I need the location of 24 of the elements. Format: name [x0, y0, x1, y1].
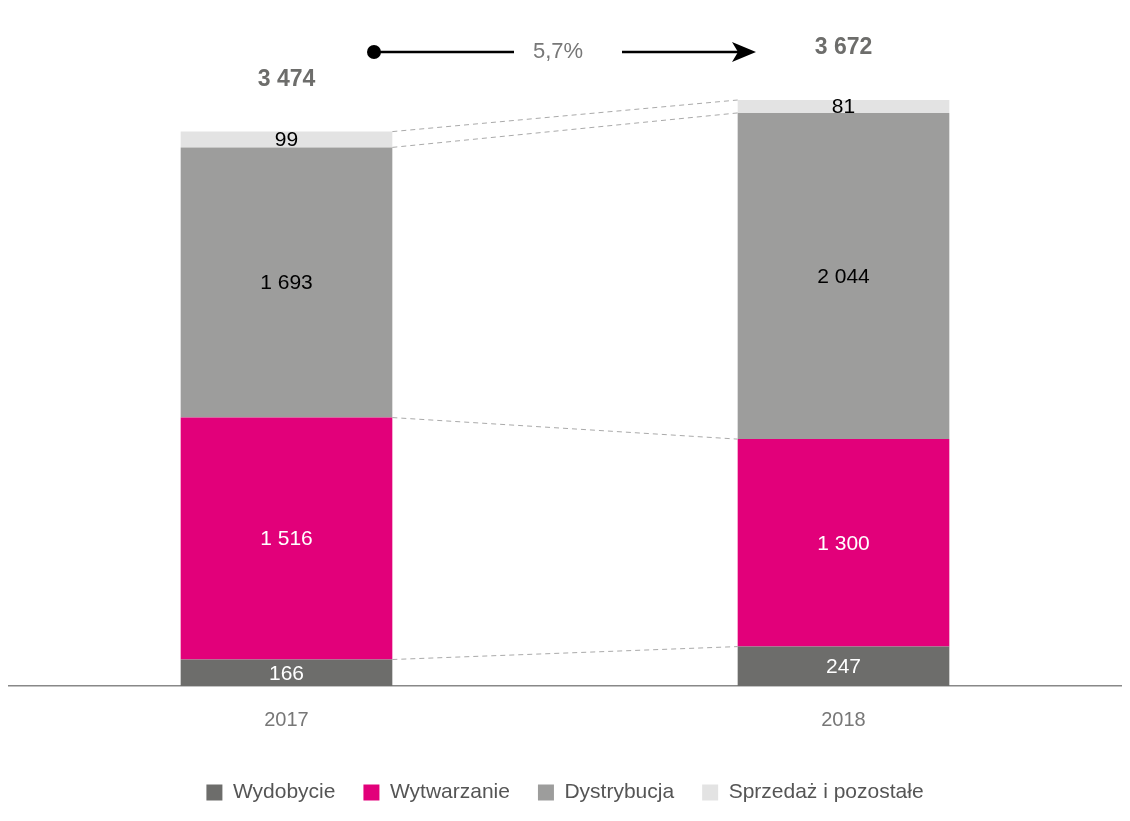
data-label: 1 693: [260, 270, 313, 294]
bar: [180, 417, 393, 660]
legend-label: Sprzedaż i pozostałe: [728, 779, 924, 803]
bar: [737, 646, 950, 686]
data-label: 166: [268, 660, 305, 684]
bar: [737, 439, 950, 647]
data-label: 99: [274, 127, 299, 151]
total-label: 3 672: [814, 33, 873, 60]
legend-label: Dystrybucja: [564, 779, 675, 803]
data-label: 1 516: [260, 526, 313, 550]
x-tick-label: 2018: [821, 707, 866, 730]
bar: [737, 112, 950, 440]
text: 5,7%: [531, 38, 585, 64]
data-label: 2 044: [817, 263, 871, 287]
bar: [737, 100, 950, 113]
data-label: 1 300: [817, 530, 870, 554]
data-label: 247: [825, 654, 862, 678]
total-label: 3 474: [257, 64, 316, 91]
x-tick-label: 2017: [264, 707, 309, 730]
legend-label: Wydobycie: [232, 779, 336, 803]
bar: [180, 659, 393, 686]
bar: [180, 147, 393, 418]
data-label: 81: [831, 94, 856, 118]
legend-label: Wytwarzanie: [389, 779, 510, 803]
